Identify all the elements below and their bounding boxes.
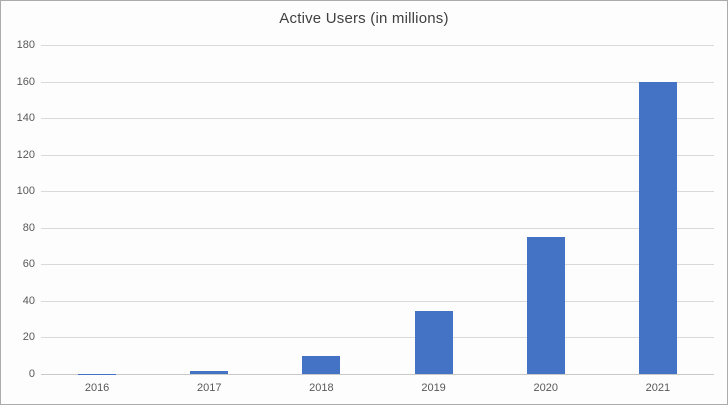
y-tick-label: 0 (28, 368, 35, 380)
x-axis-baseline (41, 374, 714, 375)
x-tick-label: 2016 (84, 382, 110, 394)
gridline (41, 191, 714, 193)
gridline (41, 227, 714, 229)
bar-2016 (78, 373, 117, 375)
y-tick-label: 180 (16, 39, 35, 51)
gridline (41, 118, 714, 120)
bar-2017 (190, 370, 229, 375)
x-tick-label: 2020 (533, 382, 558, 394)
bar-2018 (302, 356, 341, 375)
y-tick-label: 100 (16, 185, 35, 198)
gridline (41, 45, 714, 46)
gridline (41, 81, 714, 83)
x-tick-label: 2019 (421, 382, 446, 394)
chart-title: Active Users (in millions) (279, 10, 449, 27)
y-tick-label: 120 (16, 148, 35, 161)
x-tick-label: 2017 (197, 382, 222, 394)
y-tick-label: 140 (16, 112, 35, 125)
bar-2020 (526, 237, 565, 375)
x-tick-label: 2021 (645, 382, 671, 394)
bar-2019 (414, 310, 453, 375)
gridline (41, 337, 714, 339)
gridline (41, 264, 714, 266)
y-tick-label: 80 (22, 221, 35, 234)
y-tick-label: 160 (16, 75, 35, 88)
y-tick-label: 40 (22, 294, 35, 307)
bar-2021 (638, 82, 677, 375)
y-tick-label: 60 (22, 258, 35, 271)
gridline (41, 300, 714, 302)
gridline (41, 154, 714, 156)
y-tick-label: 20 (22, 331, 35, 344)
x-tick-label: 2018 (309, 382, 334, 394)
